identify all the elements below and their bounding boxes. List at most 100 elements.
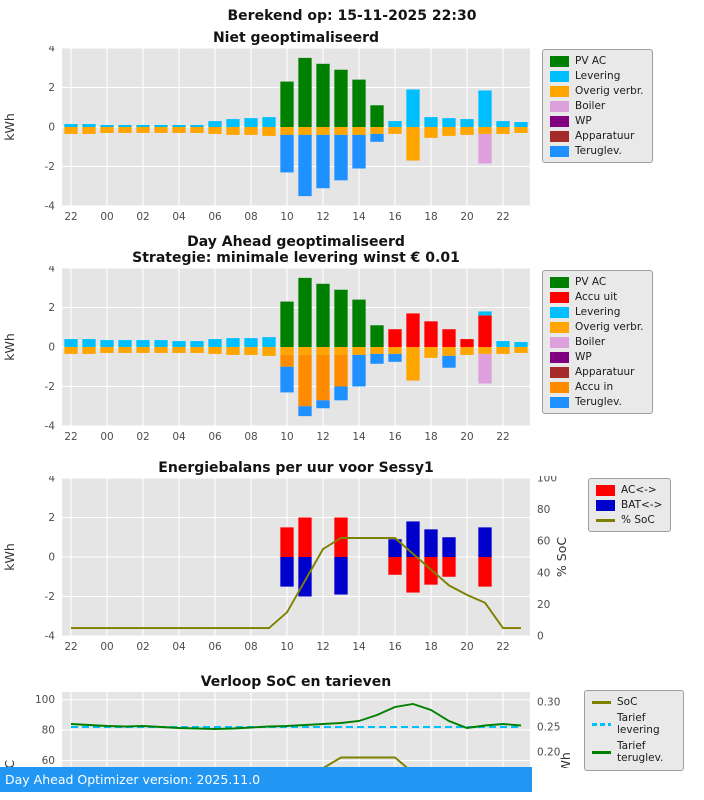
bar	[424, 127, 438, 138]
bar	[370, 325, 384, 347]
calculated-at-title: Berekend op: 15-11-2025 22:30	[227, 8, 477, 24]
bar	[100, 125, 114, 127]
bar	[514, 347, 528, 353]
bar	[352, 127, 366, 135]
bar	[298, 127, 312, 135]
legend-item-ac: AC<->	[596, 484, 662, 496]
svg-text:18: 18	[424, 431, 437, 443]
bar	[190, 125, 204, 127]
svg-text:2: 2	[48, 302, 55, 314]
legend-niet-geoptimaliseerd: PV AC Levering Overig verbr. Boiler WP Appara…	[542, 49, 653, 163]
bar	[190, 347, 204, 353]
legend-label: Accu uit	[575, 291, 618, 303]
bar	[406, 89, 420, 127]
bar-series-boiler	[478, 353, 492, 384]
svg-text:22: 22	[496, 431, 509, 443]
legend-item-overig-verbr: Overig verbr.	[550, 321, 644, 333]
svg-text:00: 00	[100, 641, 113, 653]
svg-text:02: 02	[136, 641, 149, 653]
bar	[460, 347, 474, 355]
optimizer-report-page: Berekend op: 15-11-2025 22:30 Niet geopt…	[0, 8, 684, 792]
bar	[406, 127, 420, 161]
bar	[334, 127, 348, 135]
svg-text:08: 08	[244, 211, 257, 223]
bar	[334, 289, 348, 347]
bar-series-pv-ac	[280, 57, 384, 127]
bar	[244, 127, 258, 135]
bar	[334, 354, 348, 387]
legend-label: BAT<->	[621, 499, 663, 511]
bar	[334, 386, 348, 401]
legend-color-swatch-bat	[596, 499, 615, 511]
bar	[136, 347, 150, 353]
bar	[64, 127, 78, 134]
bar	[352, 354, 366, 387]
legend-label: Apparatuur	[575, 366, 635, 378]
bar	[442, 537, 456, 557]
legend-label: WP	[575, 351, 592, 363]
bar	[478, 127, 492, 134]
x-tick-labels: 22 00 02 04 06 08 10 12 14 16 18 20 22	[64, 431, 509, 443]
legend-color-swatch-wp	[550, 115, 569, 127]
legend-label: PV AC	[575, 55, 607, 67]
legend-item-soc: SoC	[592, 696, 675, 709]
svg-text:-4: -4	[45, 631, 56, 643]
bar-series-levering	[64, 89, 528, 127]
svg-text:00: 00	[100, 211, 113, 223]
svg-text:20: 20	[460, 431, 473, 443]
legend-item-pv-ac: PV AC	[550, 55, 644, 67]
svg-text:40: 40	[537, 567, 550, 579]
legend-label: Boiler	[575, 100, 606, 112]
legend-label: Accu in	[575, 381, 614, 393]
bar	[118, 347, 132, 353]
bar	[208, 347, 222, 354]
bar-series-pv-ac	[280, 277, 384, 347]
bar-series-ac	[280, 517, 492, 593]
legend-color-swatch-levering	[550, 70, 569, 82]
svg-text:04: 04	[172, 211, 186, 223]
svg-text:-4: -4	[45, 201, 56, 213]
svg-text:0.25: 0.25	[537, 722, 560, 734]
legend-item-overig-verbr: Overig verbr.	[550, 85, 644, 97]
bar	[262, 117, 276, 127]
legend-color-swatch-teruglev	[550, 396, 569, 408]
svg-text:16: 16	[388, 211, 402, 223]
bar	[100, 347, 114, 353]
bar	[442, 347, 456, 356]
svg-text:100: 100	[537, 476, 557, 485]
legend-item-tarief-levering: Tarief levering	[592, 712, 675, 737]
svg-text:10: 10	[280, 211, 293, 223]
bar	[352, 134, 366, 169]
bar	[208, 121, 222, 127]
bar	[496, 121, 510, 127]
chart-title-verloop-soc: Verloop SoC en tarieven	[200, 674, 392, 690]
bar	[298, 354, 312, 407]
bar	[478, 347, 492, 354]
bar	[370, 127, 384, 134]
bar	[280, 134, 294, 173]
legend-label: Overig verbr.	[575, 321, 644, 333]
legend-item-apparatuur: Apparatuur	[550, 130, 644, 142]
bar	[298, 347, 312, 355]
legend-color-swatch-accu-uit	[550, 291, 569, 303]
bar	[478, 133, 492, 164]
legend-color-swatch-accu-in	[550, 381, 569, 393]
bar	[64, 124, 78, 127]
legend-item-boiler: Boiler	[550, 336, 644, 348]
y-tick-labels: -4 -2 0 2 4	[45, 46, 56, 213]
bar	[244, 347, 258, 355]
svg-text:20: 20	[537, 599, 550, 611]
bar	[298, 406, 312, 417]
bar	[316, 283, 330, 347]
bar	[82, 124, 96, 127]
bar	[316, 347, 330, 355]
svg-text:22: 22	[64, 211, 77, 223]
bar-series-overig-verbr	[64, 347, 528, 381]
bar	[280, 527, 294, 557]
legend-item-levering: Levering	[550, 70, 644, 82]
svg-text:0: 0	[48, 552, 55, 564]
bar	[388, 127, 402, 134]
bar-series-bat	[280, 521, 492, 597]
bar	[352, 299, 366, 347]
